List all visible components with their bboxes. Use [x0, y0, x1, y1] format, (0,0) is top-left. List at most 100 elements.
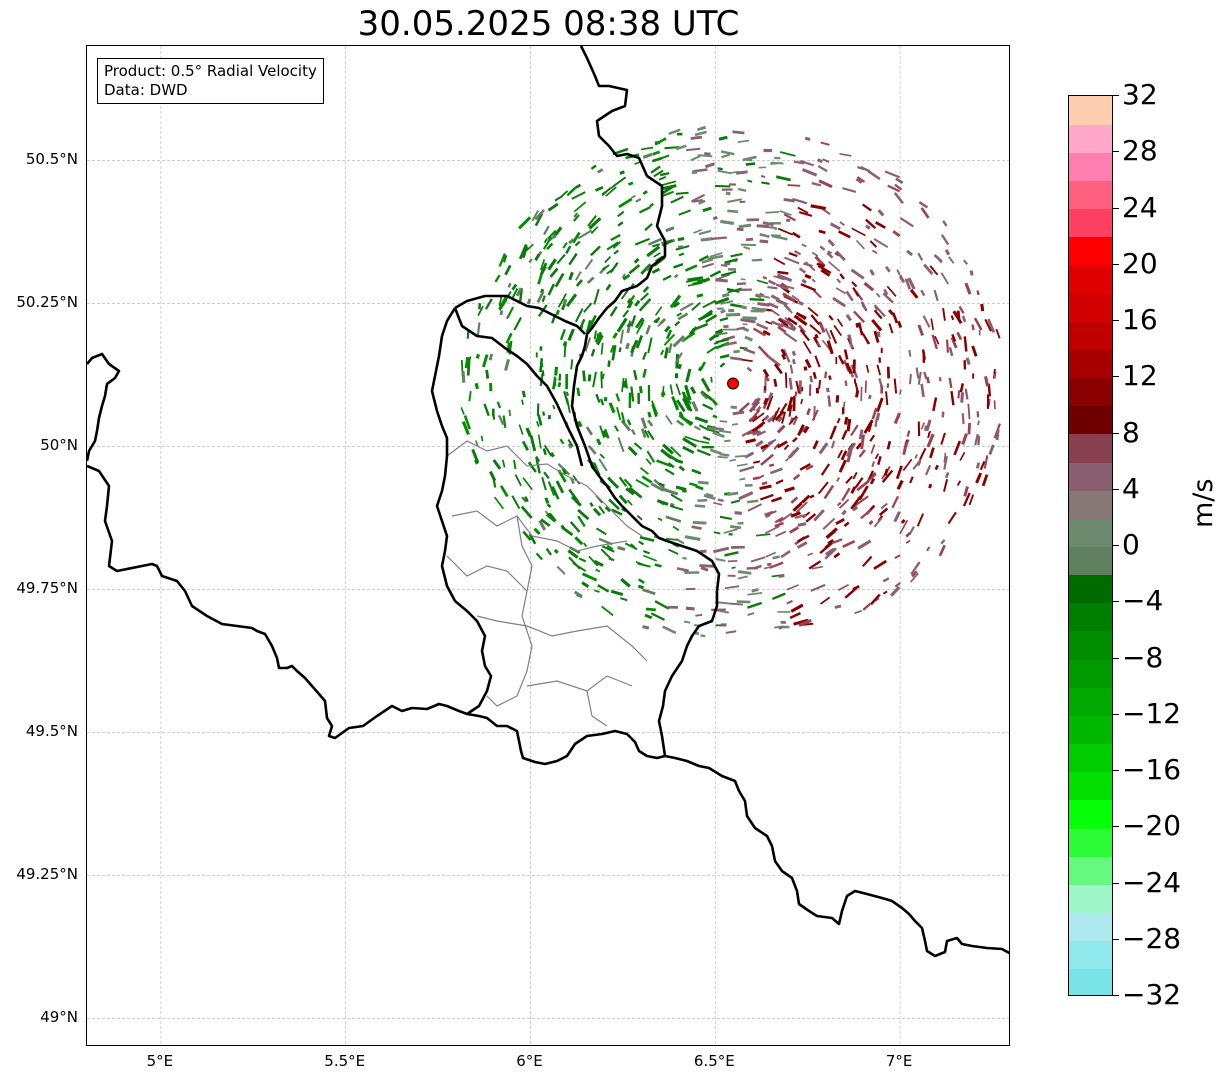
velocity-echo — [798, 211, 813, 217]
velocity-echo — [640, 417, 648, 429]
map-area[interactable] — [86, 45, 1010, 1046]
velocity-echo — [850, 495, 862, 510]
velocity-echo — [810, 583, 826, 592]
velocity-echo — [835, 395, 840, 403]
velocity-echo — [715, 557, 726, 562]
velocity-echo — [764, 375, 770, 382]
velocity-echo — [678, 465, 686, 472]
velocity-echo — [739, 358, 753, 363]
velocity-echo — [463, 415, 471, 430]
velocity-echo — [578, 557, 587, 563]
velocity-echo — [882, 590, 888, 595]
velocity-echo — [891, 495, 900, 509]
velocity-echo — [569, 521, 581, 533]
velocity-echo — [818, 379, 822, 389]
velocity-echo — [782, 292, 796, 303]
velocity-echo — [891, 312, 899, 324]
velocity-echo — [543, 225, 550, 236]
velocity-echo — [574, 308, 584, 323]
velocity-echo — [712, 501, 723, 506]
velocity-echo — [873, 517, 883, 528]
velocity-echo — [642, 351, 648, 361]
velocity-echo — [774, 410, 785, 422]
colorbar-segment — [1069, 264, 1112, 294]
velocity-echo — [555, 480, 565, 494]
velocity-echo — [827, 395, 832, 407]
velocity-echo — [773, 257, 786, 266]
velocity-echo — [753, 460, 761, 464]
velocity-echo — [917, 324, 924, 336]
velocity-echo — [676, 312, 682, 317]
velocity-echo — [850, 424, 859, 437]
velocity-echo — [863, 419, 874, 434]
velocity-echo — [528, 533, 537, 545]
velocity-echo — [841, 407, 845, 414]
velocity-echo — [820, 596, 831, 605]
lat-tick-label: 50.5°N — [25, 150, 78, 169]
velocity-echo — [617, 437, 625, 453]
velocity-echo — [711, 608, 726, 612]
velocity-echo — [727, 287, 742, 294]
velocity-echo — [916, 513, 924, 527]
velocity-echo — [819, 245, 826, 251]
velocity-echo — [630, 386, 635, 402]
velocity-echo — [846, 418, 852, 432]
velocity-echo — [658, 482, 666, 487]
velocity-echo — [554, 366, 559, 376]
velocity-echo — [834, 604, 842, 609]
velocity-echo — [767, 285, 778, 290]
colorbar-tick-mark — [1113, 376, 1119, 378]
velocity-echo — [766, 395, 774, 411]
velocity-echo — [683, 332, 696, 341]
velocity-echo — [704, 314, 718, 324]
velocity-echo — [556, 253, 566, 265]
velocity-echo — [838, 459, 847, 473]
velocity-echo — [635, 335, 644, 349]
velocity-echo — [920, 289, 926, 297]
velocity-echo — [725, 630, 737, 634]
velocity-echo — [825, 527, 838, 539]
velocity-echo — [967, 422, 972, 435]
velocity-echo — [961, 433, 968, 446]
velocity-echo — [488, 353, 494, 361]
velocity-echo — [567, 549, 579, 559]
velocity-echo — [547, 481, 556, 497]
velocity-echo — [917, 252, 924, 261]
velocity-echo — [977, 420, 980, 426]
velocity-echo — [674, 373, 679, 379]
velocity-echo — [688, 327, 696, 336]
velocity-echo — [789, 612, 801, 620]
velocity-echo — [717, 307, 724, 310]
velocity-echo — [839, 221, 845, 226]
velocity-echo — [922, 352, 926, 363]
velocity-echo — [827, 239, 836, 247]
velocity-echo — [652, 243, 661, 248]
velocity-echo — [779, 402, 788, 414]
velocity-echo — [544, 497, 550, 504]
velocity-echo — [839, 498, 850, 509]
velocity-echo — [857, 539, 872, 550]
velocity-echo — [676, 567, 689, 573]
country-borders — [87, 46, 1009, 958]
velocity-echo — [797, 522, 807, 527]
velocity-echo — [518, 288, 524, 303]
velocity-echo — [549, 267, 559, 278]
velocity-echo — [812, 440, 819, 450]
velocity-echo — [717, 169, 732, 175]
velocity-echo — [702, 206, 712, 213]
colorbar-segment — [1069, 349, 1112, 379]
velocity-echo — [476, 322, 481, 337]
velocity-echo — [836, 477, 841, 482]
velocity-echo — [700, 566, 709, 572]
velocity-echo — [596, 438, 602, 446]
velocity-echo — [520, 505, 533, 519]
velocity-echo — [878, 507, 889, 517]
velocity-echo — [927, 430, 932, 439]
velocity-echo — [780, 550, 791, 559]
velocity-echo — [642, 285, 650, 293]
colorbar-tick-mark — [1113, 938, 1119, 940]
velocity-echo — [685, 587, 696, 591]
velocity-echo — [745, 438, 757, 444]
velocity-echo — [545, 547, 553, 556]
velocity-echo — [929, 447, 935, 459]
